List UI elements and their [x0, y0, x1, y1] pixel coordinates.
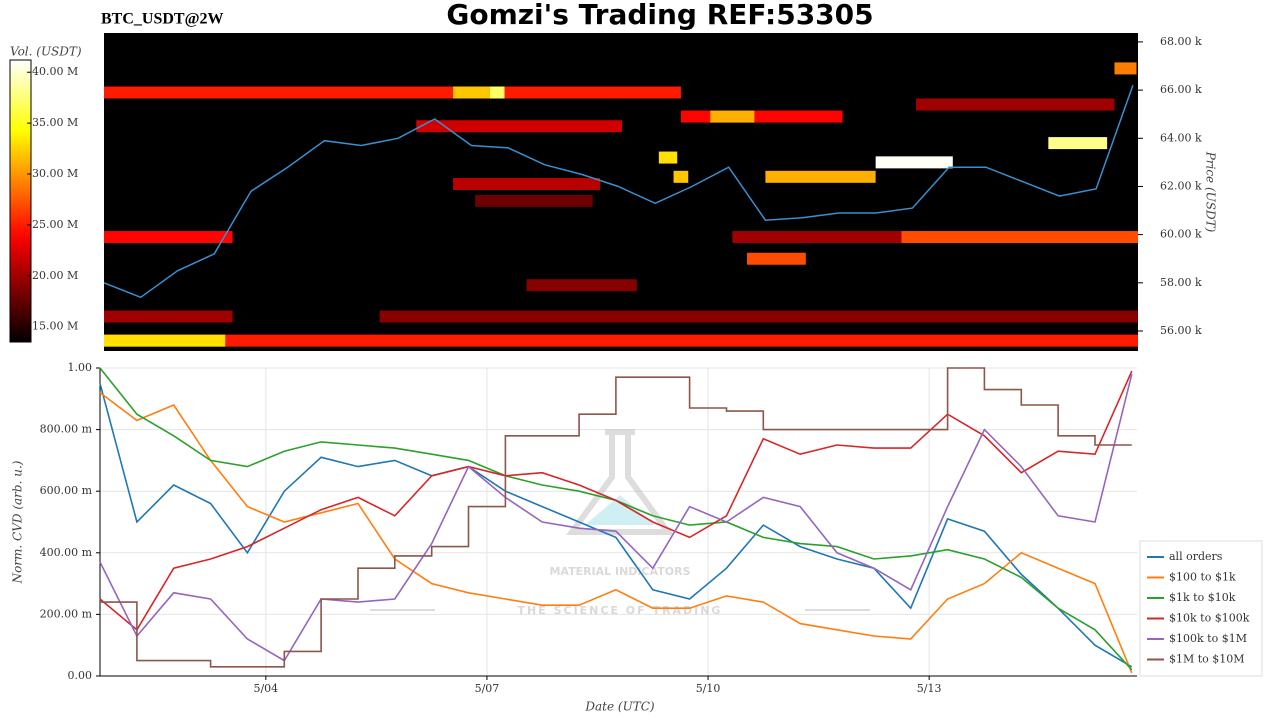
heatmap-cell [453, 86, 490, 99]
heatmap-cell [475, 194, 593, 207]
price-axis-label: Price (USDT) [1204, 151, 1218, 233]
legend-label: $1M to $10M [1169, 653, 1245, 666]
price-line [103, 85, 1134, 299]
chart-subtitle: BTC_USDT@2W [101, 11, 223, 28]
heatmap-cell [104, 334, 226, 347]
y-tick-label: 200.00 m [40, 607, 93, 620]
y-tick-label: 58.00 k [1160, 276, 1202, 289]
series-line [99, 391, 1133, 674]
series-line [99, 370, 1133, 632]
heatmap-cell [104, 86, 681, 99]
colorbar-tick-label: 20.00 M [32, 269, 78, 282]
heatmap-cell [416, 120, 623, 133]
chart-title: Gomzi's Trading REF:53305 [446, 0, 873, 31]
legend-label: $100 to $1k [1169, 571, 1236, 584]
heatmap-cell [658, 151, 678, 164]
y-tick-label: 64.00 k [1160, 131, 1202, 144]
watermark-icon [585, 495, 655, 525]
y-tick-label: 0.00 [68, 669, 93, 682]
heatmap-cell [104, 310, 233, 323]
y-tick-label: 60.00 k [1160, 228, 1202, 241]
heatmap-cell [489, 86, 505, 99]
heatmap-cell [1048, 137, 1108, 150]
y-tick-label: 68.00 k [1160, 35, 1202, 48]
legend-label: all orders [1169, 550, 1223, 563]
heatmap-cell [875, 156, 953, 169]
x-tick-label: 5/07 [475, 682, 500, 695]
heatmap-cell [526, 279, 637, 292]
y-tick-label: 600.00 m [40, 484, 93, 497]
colorbar-tick-label: 25.00 M [32, 218, 78, 231]
heatmap-cell [747, 252, 806, 265]
heatmap-cell [104, 231, 233, 244]
y-tick-label: 62.00 k [1160, 179, 1202, 192]
heatmap-cell [673, 170, 689, 183]
heatmap-cell [732, 231, 902, 244]
series-line [99, 383, 1133, 668]
y-tick-label: 800.00 m [40, 423, 93, 436]
heatmap-cell [1114, 62, 1137, 75]
colorbar-tick-label: 35.00 M [32, 116, 78, 129]
heatmap-cell [916, 98, 1115, 111]
watermark-icon [566, 429, 674, 535]
colorbar-tick-label: 40.00 M [32, 65, 78, 78]
watermark-title: MATERIAL INDICATORS [549, 565, 690, 578]
colorbar-label: Vol. (USDT) [10, 45, 82, 59]
colorbar [9, 59, 32, 343]
y-tick-label: 56.00 k [1160, 324, 1202, 337]
heatmap-cell [104, 334, 1138, 347]
x-tick-label: 5/04 [253, 682, 278, 695]
legend-label: $10k to $100k [1169, 612, 1250, 625]
series-line [99, 374, 1133, 662]
y-tick-label: 400.00 m [40, 546, 93, 559]
heatmap-cell [453, 178, 601, 191]
legend-label: $100k to $1M [1169, 632, 1247, 645]
colorbar-tick-label: 15.00 M [32, 320, 78, 333]
x-tick-label: 5/13 [917, 682, 942, 695]
heatmap-cell [379, 310, 1138, 323]
y-axis-label: Norm. CVD (arb. u.) [11, 460, 25, 584]
legend-label: $1k to $10k [1169, 591, 1236, 604]
series-line [100, 367, 1132, 668]
colorbar-tick-label: 30.00 M [32, 167, 78, 180]
watermark-subtitle: THE SCIENCE OF TRADING [518, 604, 723, 617]
legend-box [1139, 540, 1263, 677]
watermark: MATERIAL INDICATORS THE SCIENCE OF TRADI… [370, 429, 870, 617]
heatmap-background [104, 33, 1138, 351]
y-tick-label: 1.00 [68, 361, 93, 374]
y-tick-label: 66.00 k [1160, 83, 1202, 96]
x-tick-label: 5/10 [696, 682, 721, 695]
heatmap-cell [710, 110, 755, 123]
x-axis-label: Date (UTC) [584, 700, 654, 714]
heatmap-cell [765, 170, 876, 183]
heatmap-cell [680, 110, 843, 123]
heatmap-cell [901, 231, 1138, 244]
